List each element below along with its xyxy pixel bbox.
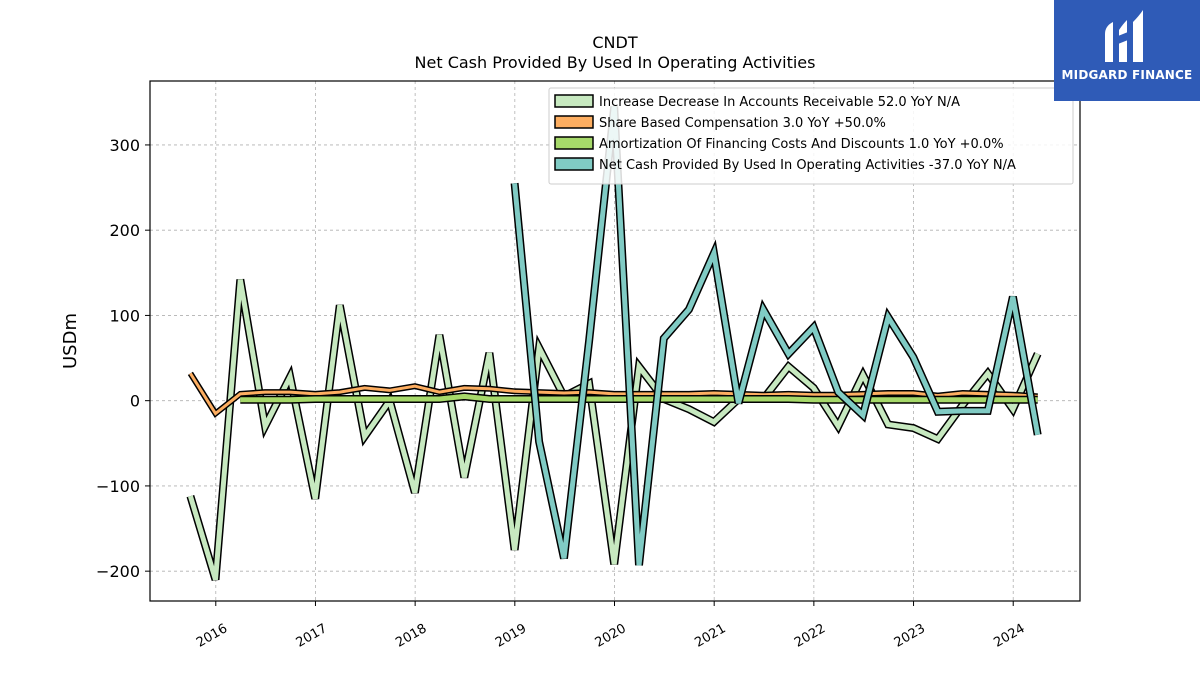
- x-tick-label: 2019: [493, 621, 529, 651]
- legend-entry: Amortization Of Financing Costs And Disc…: [599, 137, 1004, 152]
- x-tick-label: 2024: [991, 621, 1027, 651]
- series-layer: [186, 106, 1042, 581]
- y-axis-label: USDm: [60, 313, 81, 369]
- y-tick-label: 200: [109, 221, 140, 240]
- y-tick-label: −200: [96, 562, 140, 581]
- series-line: [189, 372, 1038, 416]
- x-tick-label: 2022: [792, 621, 828, 651]
- series-2: [240, 392, 1038, 404]
- x-axis: 2016 2017 2018 2019 2020 2021 2022 2023 2024: [194, 601, 1028, 651]
- y-tick-label: 100: [109, 306, 140, 325]
- legend: Increase Decrease In Accounts Receivable…: [548, 87, 1074, 185]
- legend-entry: Net Cash Provided By Used In Operating A…: [599, 158, 1016, 173]
- x-tick-label: 2018: [393, 621, 429, 651]
- chart-title: CNDT: [592, 33, 637, 52]
- series-line: [240, 393, 1038, 403]
- y-tick-label: 300: [109, 136, 140, 155]
- y-tick-label: −100: [96, 477, 140, 496]
- series-3: [510, 106, 1042, 566]
- x-tick-label: 2021: [692, 621, 728, 651]
- brand-logo: MIDGARD FINANCE: [1054, 0, 1200, 101]
- x-tick-label: 2020: [593, 621, 629, 651]
- legend-entry: Increase Decrease In Accounts Receivable…: [599, 95, 960, 110]
- x-tick-label: 2017: [294, 621, 330, 651]
- brand-name: MIDGARD FINANCE: [1061, 68, 1193, 82]
- x-tick-label: 2023: [892, 621, 928, 651]
- y-tick-label: 0: [130, 392, 140, 411]
- legend-swatch: [554, 115, 594, 129]
- series-line: [188, 279, 1040, 581]
- chart-subtitle: Net Cash Provided By Used In Operating A…: [415, 53, 816, 72]
- legend-box: [548, 87, 1074, 185]
- legend-swatch: [554, 136, 594, 150]
- legend-swatch: [554, 157, 594, 171]
- legend-entry: Share Based Compensation 3.0 YoY +50.0%: [599, 116, 886, 131]
- series-0: [186, 278, 1042, 581]
- series-1: [187, 371, 1038, 418]
- x-tick-label: 2016: [194, 621, 230, 651]
- midgard-logo-icon: [1105, 10, 1143, 62]
- legend-swatch: [554, 94, 594, 108]
- y-axis: −200 −100 0 100 200 300: [96, 136, 150, 581]
- series-line: [512, 106, 1041, 566]
